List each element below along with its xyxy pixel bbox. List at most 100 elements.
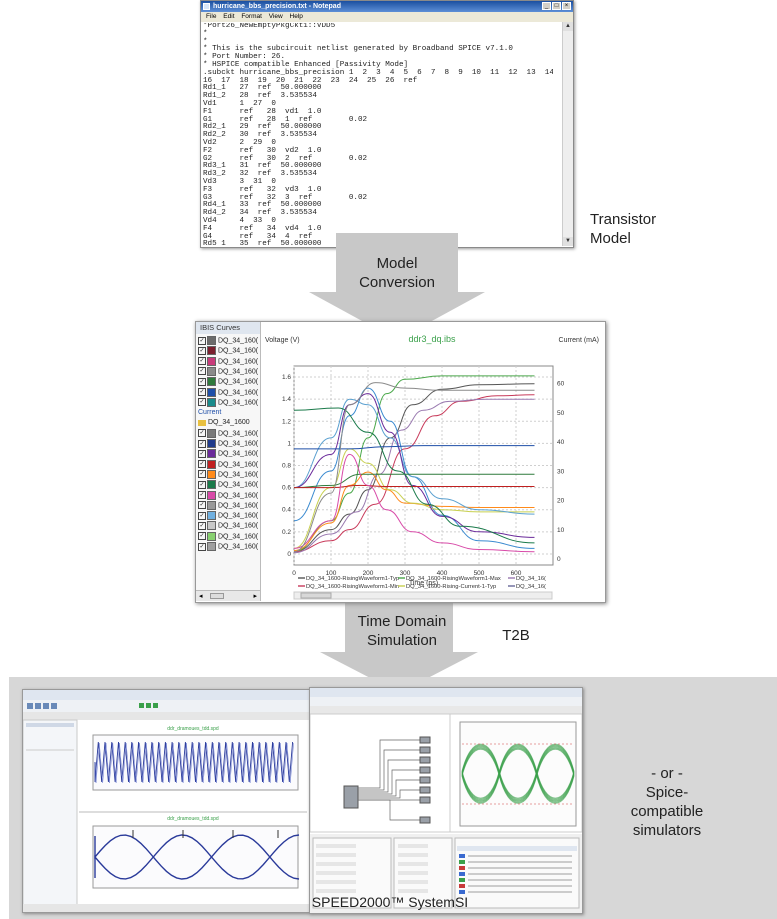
speed2000-screenshot: ddr_dramoues_tdd.spd ddr_dramoues_tdd.sp… <box>22 689 310 913</box>
y-right-tick-label: 40 <box>557 439 565 446</box>
curve-list-item[interactable]: ✓ DQ_34_160( <box>198 428 258 439</box>
curve-list-item[interactable]: ✓ DQ_34_160( <box>198 336 258 346</box>
curve-list-item[interactable]: ✓ DQ_34_160( <box>198 439 258 449</box>
port-block <box>419 736 431 744</box>
series-line-14 <box>293 382 535 553</box>
y-left-tick-label: 0 <box>287 551 291 558</box>
ibis-curves-header: IBIS Curves <box>196 322 260 334</box>
form-field <box>398 844 428 848</box>
curve-list-item[interactable]: ✓ DQ_34_160( <box>198 480 258 490</box>
menu-format[interactable]: Format <box>241 13 262 20</box>
scroll-left-icon[interactable]: ◂ <box>199 593 203 600</box>
curve-list-item[interactable]: ✓ DQ_34_160( <box>198 542 258 552</box>
curve-list-item[interactable]: ✓ DQ_34_160( <box>198 377 258 387</box>
scroll-down-icon[interactable]: ▼ <box>563 237 573 246</box>
settings-table <box>316 844 577 894</box>
curve-label: DQ_34_160( <box>218 347 259 355</box>
checkbox-icon[interactable]: ✓ <box>198 377 206 386</box>
chart-hscroll <box>293 591 553 600</box>
model-conversion-label: Model Conversion <box>359 255 435 291</box>
ibis-curves-panel: IBIS Curves ✓ DQ_34_160(✓ DQ_34_160(✓ DQ_34… <box>196 322 261 601</box>
curve-list-item[interactable]: ✓ DQ_34_160( <box>198 511 258 521</box>
scroll-right-icon[interactable]: ▸ <box>253 593 257 600</box>
color-swatch <box>207 356 216 366</box>
checkbox-icon[interactable]: ✓ <box>198 532 206 541</box>
notepad-scrollbar[interactable]: ▲ ▼ <box>562 22 573 246</box>
curve-label: DQ_34_160( <box>218 450 259 458</box>
notepad-menubar: File Edit Format View Help <box>201 12 573 22</box>
menu-view[interactable]: View <box>268 13 283 20</box>
legend-entry: DQ_34_1600-RisingWaveform1-Max <box>406 576 501 582</box>
curve-list-item[interactable]: ✓ DQ_34_160( <box>198 387 258 398</box>
checkbox-icon[interactable]: ✓ <box>198 542 206 551</box>
t2b-label: T2B <box>502 627 530 644</box>
form-field <box>398 862 428 866</box>
scroll-thumb[interactable] <box>210 593 224 599</box>
maximize-button[interactable]: □ <box>552 2 561 10</box>
net-wire <box>358 749 420 791</box>
curve-label: DQ_34_160( <box>218 337 259 345</box>
scroll-up-icon[interactable]: ▲ <box>563 22 573 31</box>
checkbox-icon[interactable]: ✓ <box>198 501 206 510</box>
curve-group-current[interactable]: Current <box>198 408 258 418</box>
notepad-title: hurricane_bbs_precision.txt - Notepad <box>213 3 341 10</box>
eye-trace-lower <box>461 774 575 804</box>
curve-list-item[interactable]: ✓ DQ_34_160( <box>198 490 258 501</box>
checkbox-icon[interactable]: ✓ <box>198 439 206 448</box>
checkbox-icon[interactable]: ✓ <box>198 357 206 366</box>
form-field <box>316 844 356 848</box>
y-left-tick-label: 0.4 <box>282 507 291 514</box>
color-swatch <box>207 459 216 469</box>
curve-folder[interactable]: DQ_34_1600 <box>198 418 258 428</box>
color-swatch <box>207 490 216 500</box>
curve-label: DQ_34_160( <box>218 533 259 541</box>
curve-list-item[interactable]: ✓ DQ_34_160( <box>198 397 258 408</box>
curve-list-item[interactable]: ✓ DQ_34_160( <box>198 531 259 542</box>
port-block <box>419 796 431 804</box>
eye-trace-lower <box>461 772 575 802</box>
close-button[interactable]: × <box>562 2 571 10</box>
checkbox-icon[interactable]: ✓ <box>198 429 206 438</box>
sidebar-hscroll[interactable]: ◂ ▸ <box>196 590 260 601</box>
legend-entry: DQ_34_16( <box>516 584 546 590</box>
checkbox-icon[interactable]: ✓ <box>198 367 206 376</box>
checkbox-icon[interactable]: ✓ <box>198 460 206 469</box>
eye-trace-upper <box>461 749 575 778</box>
curve-list-item[interactable]: ✓ DQ_34_160( <box>198 500 259 511</box>
series-line-5 <box>293 387 535 549</box>
eye-trace-upper <box>461 747 575 777</box>
menu-help[interactable]: Help <box>289 13 303 20</box>
curve-list-item[interactable]: ✓ DQ_34_160( <box>198 449 258 459</box>
menu-file[interactable]: File <box>206 13 217 20</box>
schematic-diagram <box>343 736 431 824</box>
curve-list-item[interactable]: ✓ DQ_34_160( <box>198 366 258 377</box>
checkbox-icon[interactable]: ✓ <box>198 521 206 530</box>
eye-trace-lower <box>461 770 575 799</box>
checkbox-icon[interactable]: ✓ <box>198 480 206 489</box>
netlist-text[interactable]: *Port26_NewEmptyPkgCkt1::VDD5 * * * This… <box>203 23 553 245</box>
curve-list-item[interactable]: ✓ DQ_34_160( <box>198 521 258 531</box>
checkbox-icon[interactable]: ✓ <box>198 511 206 520</box>
curve-list-item[interactable]: ✓ DQ_34_160( <box>198 356 258 367</box>
color-swatch <box>207 346 216 356</box>
form-field <box>398 880 428 884</box>
curve-list-item[interactable]: ✓ DQ_34_160( <box>198 346 258 356</box>
checkbox-icon[interactable]: ✓ <box>198 470 206 479</box>
checkbox-icon[interactable]: ✓ <box>198 388 206 396</box>
series-line-11 <box>293 453 535 553</box>
curve-label: DQ_34_160( <box>218 522 259 530</box>
color-swatch <box>207 500 216 510</box>
color-swatch <box>207 469 216 479</box>
curve-list-item[interactable]: ✓ DQ_34_160( <box>198 469 258 480</box>
checkbox-icon[interactable]: ✓ <box>198 346 206 355</box>
y-axis-left-label: Voltage (V) <box>265 337 300 344</box>
checkbox-icon[interactable]: ✓ <box>198 449 206 458</box>
curve-list-item[interactable]: ✓ DQ_34_160( <box>198 459 258 470</box>
curve-label: DQ_34_160( <box>218 502 259 510</box>
menu-edit[interactable]: Edit <box>223 13 235 20</box>
checkbox-icon[interactable]: ✓ <box>198 336 206 345</box>
checkbox-icon[interactable]: ✓ <box>198 398 206 407</box>
minimize-button[interactable]: _ <box>542 2 551 10</box>
checkbox-icon[interactable]: ✓ <box>198 491 206 499</box>
